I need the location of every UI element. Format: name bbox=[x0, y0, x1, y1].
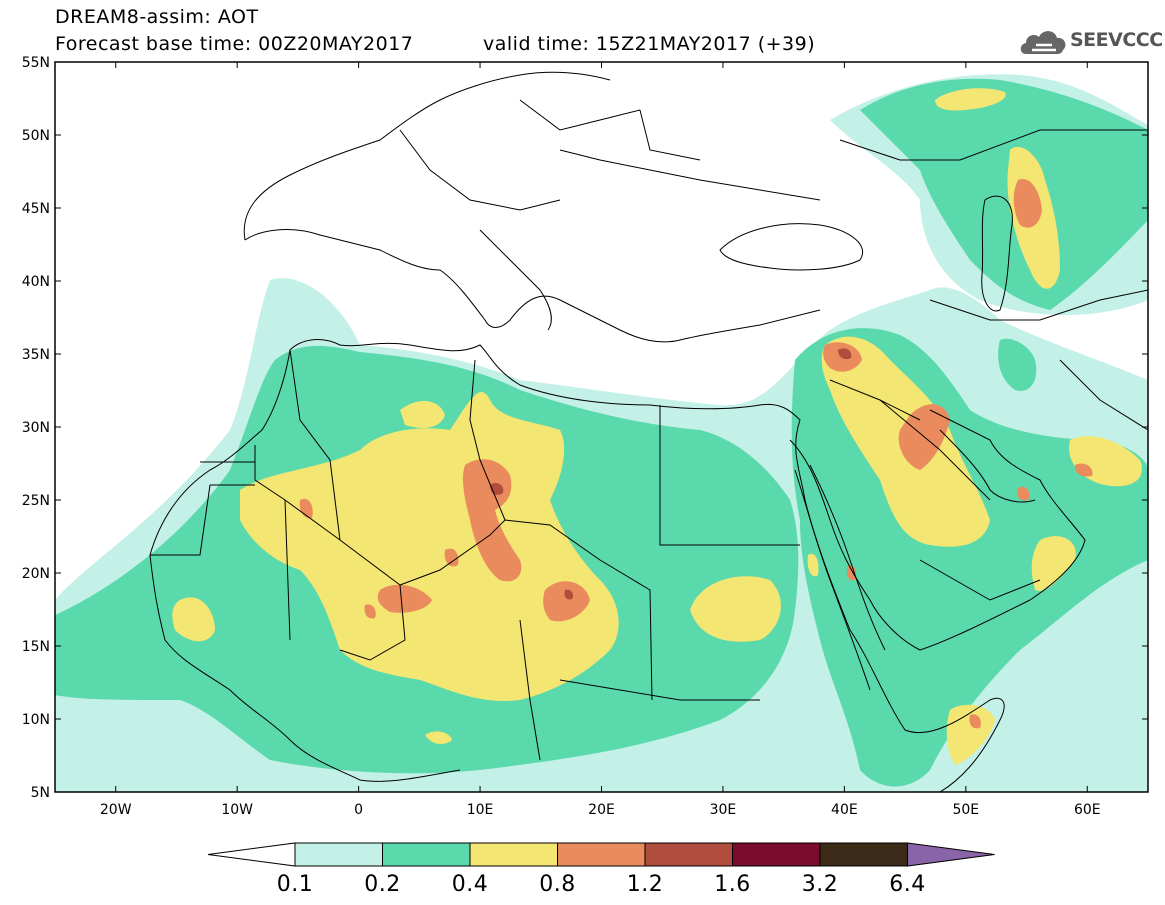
lon-tick-label: 10E bbox=[467, 802, 494, 818]
colorbar-swatch bbox=[382, 842, 471, 867]
colorbar-swatch bbox=[819, 842, 908, 867]
valid-time: valid time: 15Z21MAY2017 (+39) bbox=[483, 33, 816, 55]
forecast-times: Forecast base time: 00Z20MAY2017 valid ti… bbox=[55, 33, 815, 55]
lat-tick-label: 50N bbox=[22, 128, 50, 144]
colorbar-label: 3.2 bbox=[801, 872, 839, 897]
seevccc-logo: SEEVCCC bbox=[1018, 24, 1163, 58]
lon-tick-label: 0 bbox=[354, 802, 363, 818]
aot-contours bbox=[55, 74, 1148, 792]
colorbar-label: 0.8 bbox=[539, 872, 576, 897]
colorbar-swatches bbox=[207, 842, 995, 867]
lon-tick-label: 30E bbox=[710, 802, 737, 818]
lon-tick-label: 40E bbox=[831, 802, 858, 818]
aot-level-0.8 bbox=[299, 179, 1093, 729]
lon-tick-label: 20W bbox=[100, 802, 132, 818]
colorbar-swatch bbox=[557, 842, 646, 867]
colorbar-low-arrow bbox=[207, 842, 296, 867]
cloud-icon bbox=[1020, 31, 1066, 54]
lon-tick-label: 20E bbox=[588, 802, 615, 818]
base-time: Forecast base time: 00Z20MAY2017 bbox=[55, 33, 414, 55]
colorbar-label: 1.6 bbox=[714, 872, 751, 897]
lat-tick-label: 15N bbox=[22, 639, 50, 655]
colorbar-swatch bbox=[469, 842, 558, 867]
lat-tick-label: 10N bbox=[22, 712, 50, 728]
lat-tick-label: 55N bbox=[22, 55, 50, 71]
lat-tick-label: 45N bbox=[22, 201, 50, 217]
lat-tick-label: 35N bbox=[22, 347, 50, 363]
colorbar-label: 6.4 bbox=[889, 872, 926, 897]
colorbar-high-arrow bbox=[907, 842, 995, 867]
lon-tick-label: 50E bbox=[952, 802, 979, 818]
lon-tick-label: 60E bbox=[1074, 802, 1101, 818]
logo-text: SEEVCCC bbox=[1070, 29, 1163, 51]
lat-tick-label: 30N bbox=[22, 420, 50, 436]
colorbar-label: 1.2 bbox=[626, 872, 664, 897]
colorbar-label: 0.4 bbox=[451, 872, 489, 897]
lat-tick-label: 20N bbox=[22, 566, 50, 582]
aot-level-1.2 bbox=[490, 348, 852, 600]
colorbar-swatch bbox=[294, 842, 383, 867]
colorbar-swatch bbox=[732, 842, 821, 867]
colorbar-label: 0.1 bbox=[276, 872, 314, 897]
lat-tick-label: 40N bbox=[22, 274, 50, 290]
map-title: DREAM8-assim: AOT bbox=[55, 6, 259, 28]
colorbar-label: 0.2 bbox=[364, 872, 401, 897]
lat-tick-label: 25N bbox=[22, 493, 50, 509]
lon-tick-label: 10W bbox=[221, 802, 253, 818]
coastlines-borders bbox=[149, 71, 1148, 792]
colorbar-swatch bbox=[644, 842, 733, 867]
lat-tick-label: 5N bbox=[31, 785, 50, 801]
axis-ticks: 20W 10W 0 10E 20E 30E 40E 50E 60E 55N 50N 45N 40N 35N… bbox=[22, 55, 1148, 818]
